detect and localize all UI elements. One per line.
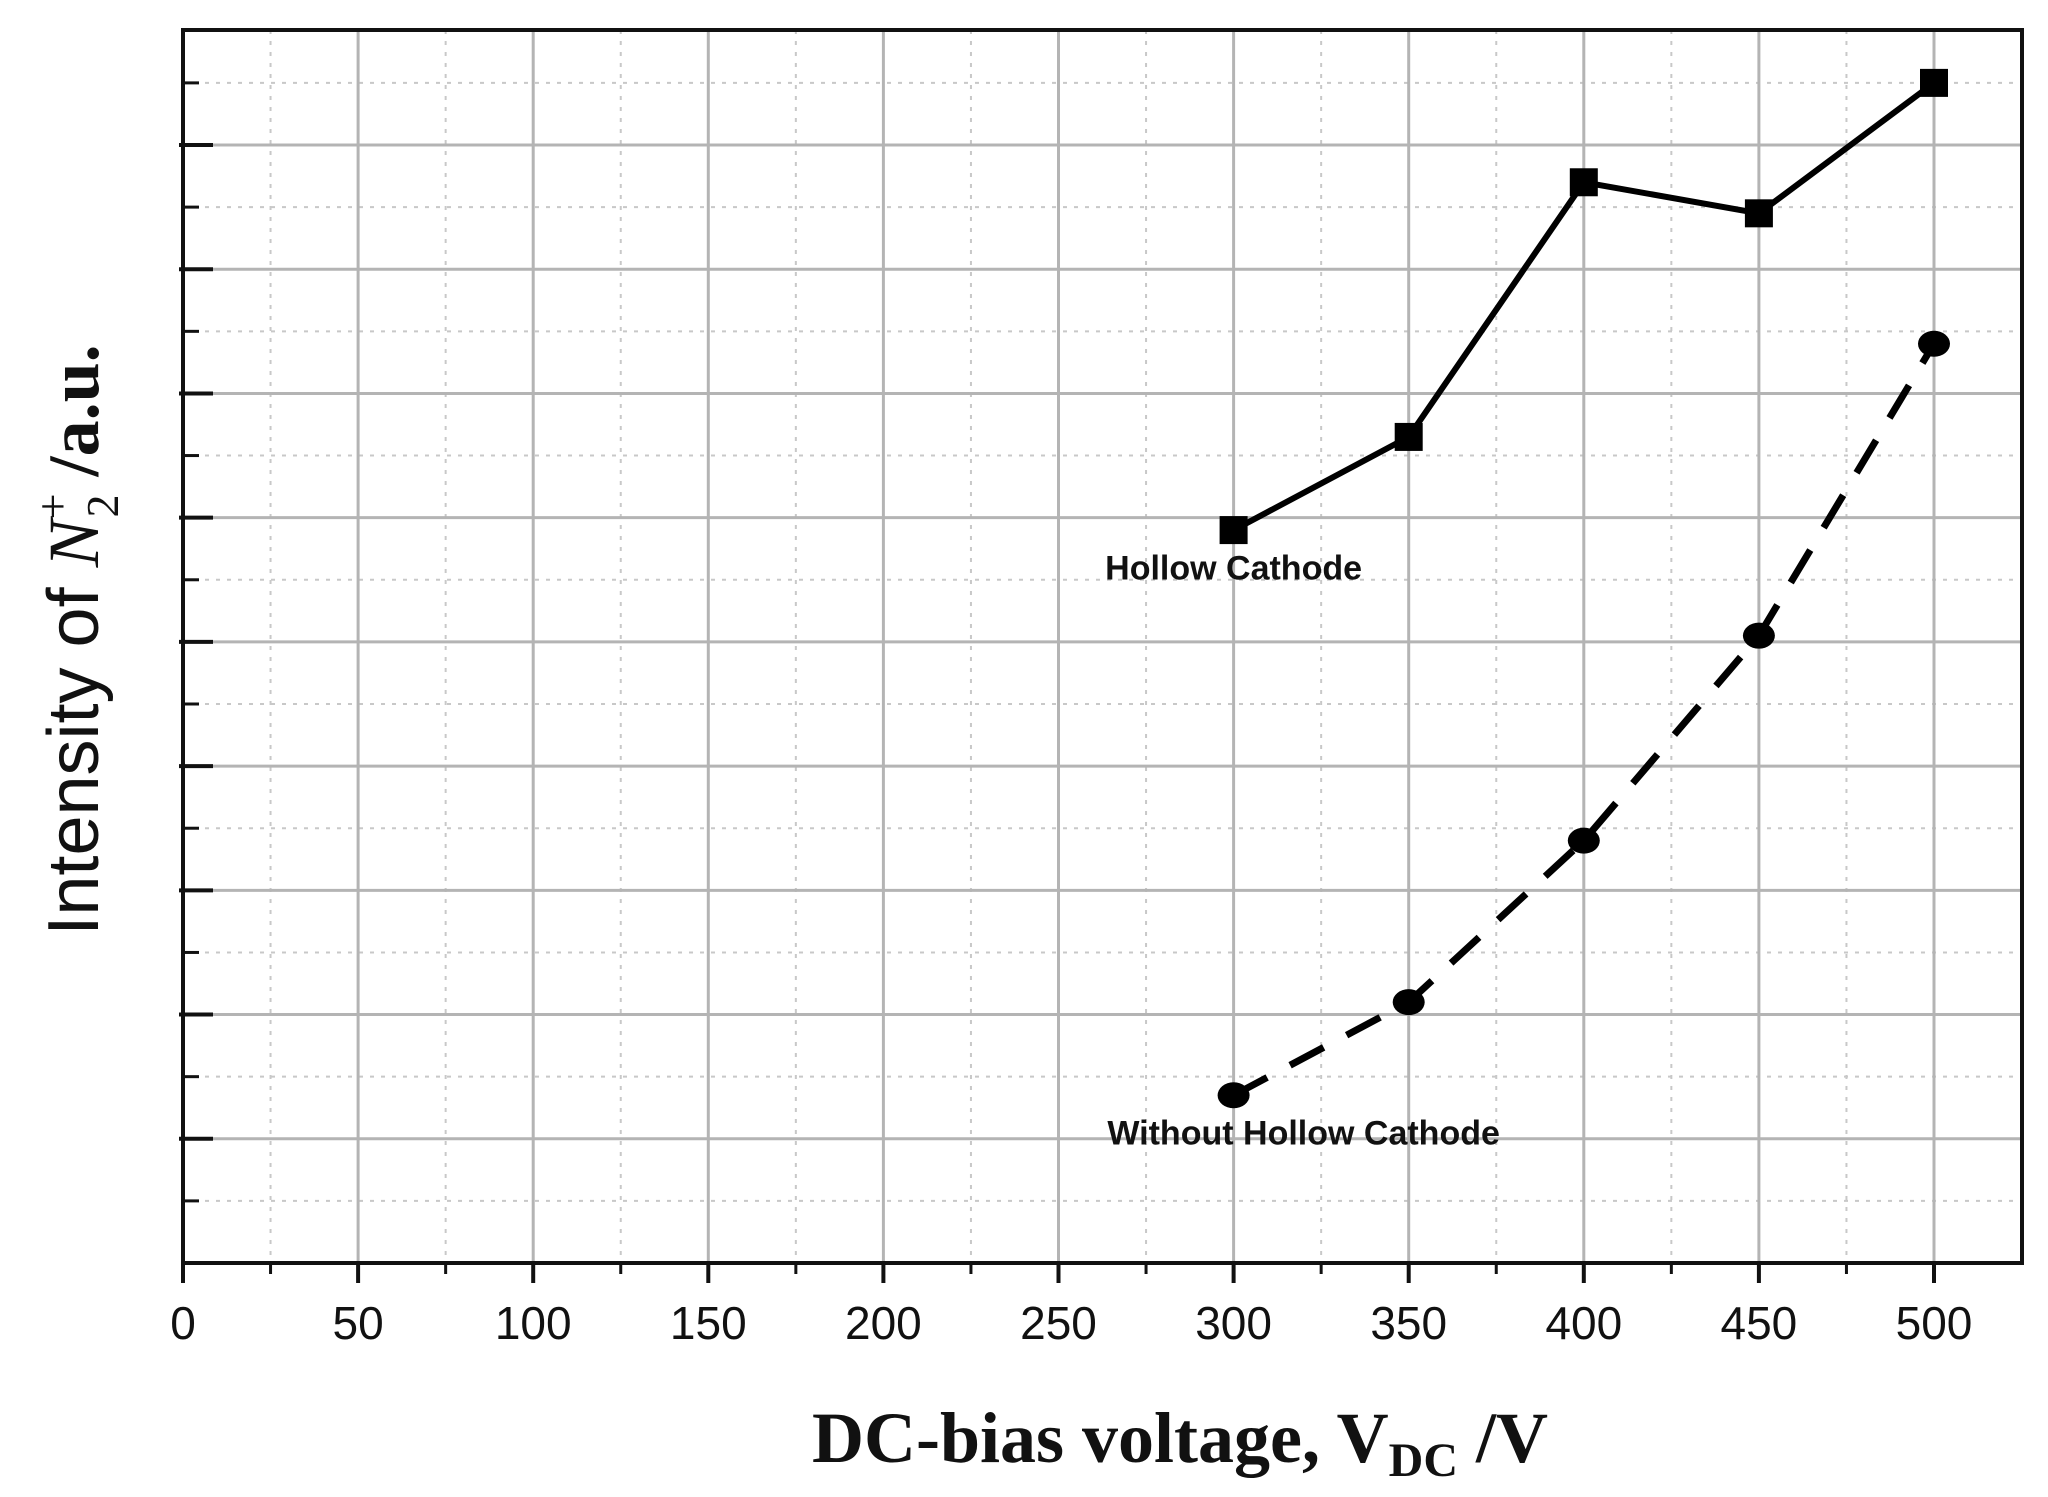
series — [1217, 68, 1950, 1109]
x-tick-label: 200 — [845, 1297, 922, 1349]
x-axis-title-main: DC-bias voltage, V — [812, 1398, 1389, 1478]
data-point — [1742, 622, 1775, 649]
x-tick-label: 500 — [1896, 1297, 1973, 1349]
plot-frame — [181, 28, 2024, 1265]
x-axis-title-unit: /V — [1458, 1398, 1548, 1478]
x-axis-title-sub: DC — [1389, 1434, 1458, 1487]
data-point — [1394, 422, 1423, 451]
y-axis-title-sup: + — [27, 493, 78, 519]
x-tick-label: 250 — [1020, 1297, 1097, 1349]
data-point — [1567, 827, 1600, 854]
annotation-label: Without Hollow Cathode — [1107, 1115, 1500, 1153]
annotations: Hollow Cathode Without Hollow Cathode — [1105, 549, 1500, 1152]
series-2 — [1217, 330, 1950, 1109]
data-point — [1392, 989, 1425, 1016]
x-tick-label: 400 — [1545, 1297, 1622, 1349]
x-tick-label: 0 — [170, 1297, 196, 1349]
x-tick-label: 50 — [333, 1297, 384, 1349]
grid — [183, 30, 2022, 1263]
data-point — [1217, 1082, 1250, 1109]
data-point — [1744, 199, 1773, 228]
series-line — [1231, 341, 1938, 1099]
data-point — [1918, 330, 1950, 357]
x-tick-label: 100 — [495, 1297, 572, 1349]
annotation-label: Hollow Cathode — [1105, 549, 1362, 587]
data-point — [1920, 68, 1948, 97]
y-axis-title-symbol: N — [34, 515, 114, 568]
y-axis-title-main: Intensity of — [34, 567, 114, 935]
x-tick-label: 450 — [1721, 1297, 1798, 1349]
data-point — [1219, 516, 1248, 545]
series-1 — [1219, 68, 1948, 545]
y-axis-title-unit: /a.u. — [34, 344, 114, 494]
axis-ticks — [179, 81, 1936, 1283]
x-axis-title: DC-bias voltage, VDC /V — [812, 1398, 1548, 1487]
data-point — [1569, 168, 1598, 197]
y-axis-title: Intensity of N+2 /a.u. — [27, 344, 128, 935]
x-tick-label: 150 — [670, 1297, 747, 1349]
x-tick-label: 350 — [1370, 1297, 1447, 1349]
y-axis-title-sub: 2 — [77, 494, 128, 517]
x-tick-label: 300 — [1195, 1297, 1272, 1349]
x-tick-labels: 0 50 100 150 200 250 300 350 400 450 500 — [170, 1297, 1972, 1349]
